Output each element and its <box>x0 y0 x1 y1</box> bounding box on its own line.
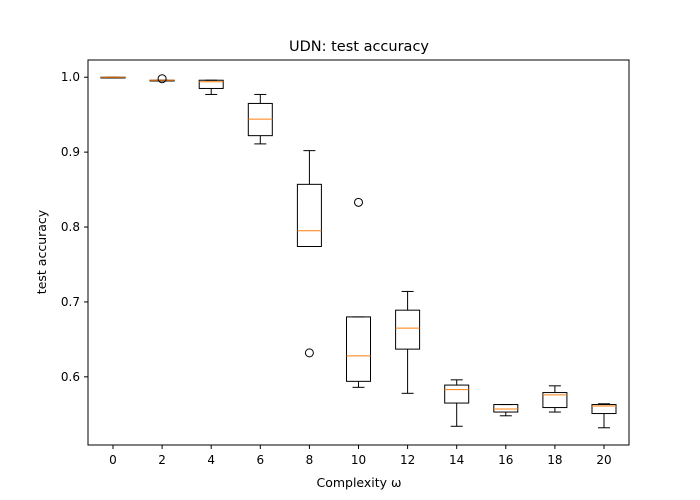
y-tick-label: 0.8 <box>61 220 80 234</box>
x-tick-label: 10 <box>351 453 366 467</box>
y-tick-label: 0.7 <box>61 295 80 309</box>
x-tick-label: 18 <box>547 453 562 467</box>
box-iqr <box>542 392 568 409</box>
outlier-point <box>304 348 314 358</box>
y-tick-label: 1.0 <box>61 70 80 84</box>
plot-area: 0.6 0.7 0.8 0.9 1.0 0 2 4 6 8 10 12 14 16 18 20 <box>61 70 617 467</box>
x-tick-label: 2 <box>158 453 166 467</box>
x-tick-label: 14 <box>449 453 464 467</box>
box-iqr <box>198 79 224 89</box>
outlier-point <box>157 74 167 84</box>
x-tick-label: 20 <box>596 453 611 467</box>
outlier-point <box>354 197 363 207</box>
x-tick-label: 0 <box>109 453 117 467</box>
x-tick-label: 4 <box>207 453 215 467</box>
box-iqr <box>346 316 371 382</box>
box-iqr <box>296 183 322 248</box>
y-tick-label: 0.9 <box>61 145 80 159</box>
box-iqr <box>591 404 617 415</box>
y-tick-label: 0.6 <box>61 370 80 384</box>
box-iqr <box>444 384 470 404</box>
x-axis-label: Complexity ω <box>316 475 401 490</box>
x-tick-label: 8 <box>306 453 314 467</box>
box-iqr <box>395 309 421 350</box>
y-axis-label: test accuracy <box>34 209 49 294</box>
chart-title: UDN: test accuracy <box>289 39 429 55</box>
x-tick-label: 12 <box>400 453 415 467</box>
x-tick-label: 16 <box>498 453 513 467</box>
plot-frame <box>87 59 630 446</box>
x-tick-label: 6 <box>256 453 264 467</box>
box-iqr <box>493 404 519 413</box>
